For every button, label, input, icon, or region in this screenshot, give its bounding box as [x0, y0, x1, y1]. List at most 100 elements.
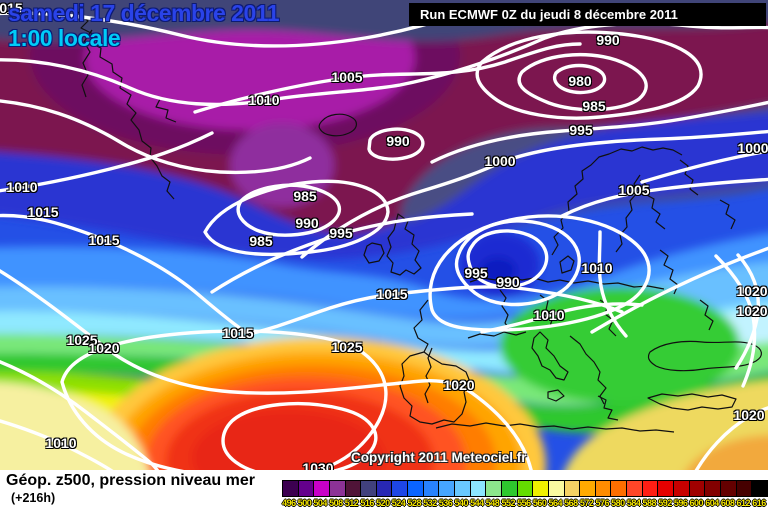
contour-label: 1025 [66, 332, 98, 348]
contour-label: 995 [329, 225, 353, 241]
contour-label: 1020 [736, 283, 768, 299]
scale-value: 548 [485, 498, 500, 508]
scale-swatch [408, 481, 424, 496]
contour-label: 1020 [736, 303, 768, 319]
scale-value: 524 [391, 498, 406, 508]
scale-swatch [674, 481, 690, 496]
copyright-label: Copyright 2011 Meteociel.fr [351, 450, 527, 465]
isobars [0, 11, 768, 470]
scale-swatch [627, 481, 643, 496]
scale-swatch [611, 481, 628, 496]
contour-label: 1015 [376, 286, 408, 302]
scale-swatch [298, 481, 315, 496]
scale-swatch [314, 481, 330, 496]
contour-label: 1010 [581, 260, 613, 276]
scale-swatch [752, 481, 767, 496]
contour-label: 1010 [45, 435, 77, 451]
forecast-hour-label: (+216h) [11, 491, 56, 505]
scale-value: 540 [454, 498, 468, 508]
scale-swatch [470, 481, 487, 496]
scale-swatch [345, 481, 362, 496]
scale-swatch [329, 481, 346, 496]
scale-value: 504 [313, 498, 327, 508]
scale-swatch [533, 481, 549, 496]
scale-value: 544 [470, 498, 484, 508]
scale-value: 564 [548, 498, 563, 508]
scale-swatch [689, 481, 706, 496]
run-info-box: Run ECMWF 0Z du jeudi 8 décembre 2011 [409, 3, 766, 26]
scale-swatch [376, 481, 393, 496]
contour-label: 1015 [88, 232, 120, 248]
contour-labels-layer: 015 1005 1010 990 980 985 995 990 1000 1000 1005 10… [0, 0, 768, 470]
valid-date-label: samedi 17 décembre 2011 [8, 0, 280, 26]
contour-label: 1020 [443, 377, 475, 393]
contour-label: 980 [568, 73, 592, 89]
scale-value: 552 [501, 498, 515, 508]
scale-value: 500 [297, 498, 312, 508]
variable-title: Géop. z500, pression niveau mer [6, 472, 255, 489]
color-scale [282, 480, 768, 497]
scale-value: 520 [376, 498, 390, 508]
scale-swatch [439, 481, 456, 496]
scale-swatch [705, 481, 721, 496]
scale-value: 616 [752, 498, 766, 508]
scale-swatch [283, 481, 299, 496]
map-area: 015 1005 1010 990 980 985 995 990 1000 1000 1005 10… [0, 0, 768, 470]
scale-swatch [564, 481, 581, 496]
scale-swatch [548, 481, 565, 496]
contour-label: 995 [464, 265, 488, 281]
scale-value: 496 [282, 498, 296, 508]
scale-swatch [595, 481, 612, 496]
contour-label: 1020 [88, 340, 120, 356]
scale-swatch [517, 481, 534, 496]
scale-value: 580 [611, 498, 625, 508]
scale-swatch [658, 481, 675, 496]
contour-label: 1010 [6, 179, 38, 195]
scale-swatch [642, 481, 659, 496]
scale-value: 508 [329, 498, 343, 508]
scale-value: 512 [344, 498, 359, 508]
contour-label: 1010 [248, 92, 280, 108]
contour-label: 995 [569, 122, 593, 138]
scale-value: 584 [626, 498, 641, 508]
contour-label: 990 [295, 215, 319, 231]
scale-swatch [392, 481, 409, 496]
scale-swatch [423, 481, 440, 496]
contour-label: 1020 [733, 407, 765, 423]
run-info-text: Run ECMWF 0Z du jeudi 8 décembre 2011 [420, 7, 678, 22]
scale-value: 612 [736, 498, 751, 508]
scale-value: 528 [407, 498, 421, 508]
color-scale-values: 496 500 504 508 512 516 520 524 528 532 536 540 544 5… [281, 498, 768, 508]
scale-value: 560 [532, 498, 547, 508]
contour-label: 1015 [27, 204, 59, 220]
contour-label: 1015 [222, 325, 254, 341]
scale-value: 568 [564, 498, 578, 508]
scale-value: 596 [673, 498, 688, 508]
scale-value: 600 [689, 498, 704, 508]
scale-value: 608 [720, 498, 735, 508]
contour-label: 990 [596, 32, 620, 48]
scale-value: 604 [705, 498, 719, 508]
scale-value: 536 [438, 498, 453, 508]
contour-label: 1030 [302, 460, 334, 470]
contour-label: 985 [582, 98, 606, 114]
contour-label: 015 [0, 0, 23, 16]
scale-swatch [720, 481, 737, 496]
footer-bar: Géop. z500, pression niveau mer (+216h) … [0, 470, 768, 512]
scale-swatch [455, 481, 471, 496]
contour-label: 985 [293, 188, 317, 204]
scale-swatch [736, 481, 753, 496]
contour-label: 990 [496, 274, 520, 290]
scale-swatch [486, 481, 502, 496]
contour-label: 1000 [737, 140, 768, 156]
contour-label: 985 [249, 233, 273, 249]
contour-label: 1005 [618, 182, 650, 198]
scale-swatch [580, 481, 596, 496]
scale-value: 592 [658, 498, 672, 508]
contour-label: 990 [386, 133, 410, 149]
contour-label: 1010 [533, 307, 565, 323]
scale-value: 556 [517, 498, 531, 508]
scale-value: 588 [642, 498, 657, 508]
contour-label: 1005 [331, 69, 363, 85]
